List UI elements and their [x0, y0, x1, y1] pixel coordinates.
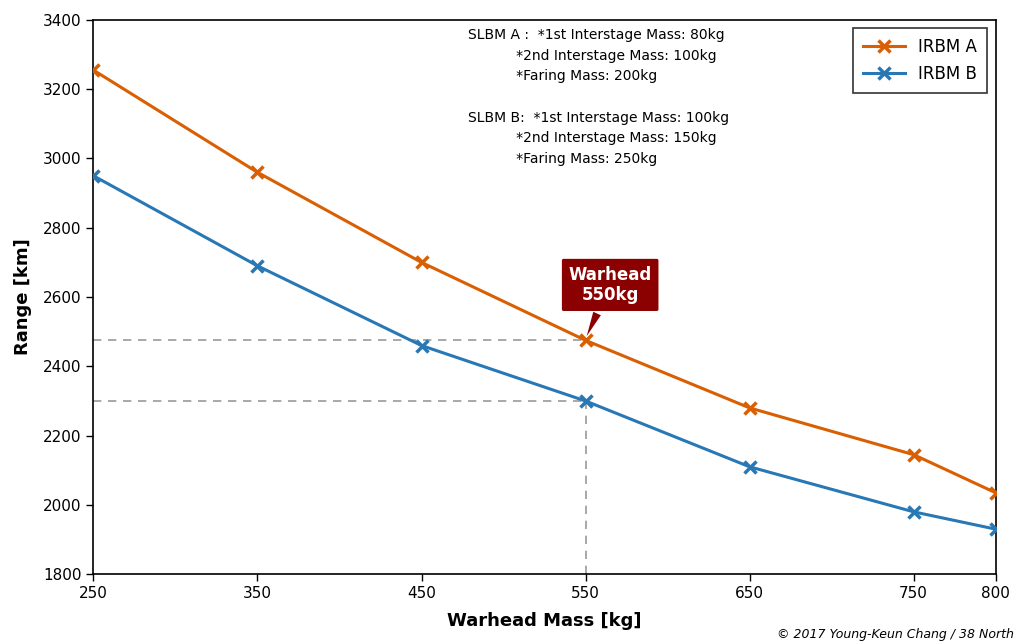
Text: © 2017 Young-Keun Chang / 38 North: © 2017 Young-Keun Chang / 38 North [777, 628, 1014, 641]
IRBM A [743, 404, 756, 412]
IRBM A [907, 451, 920, 459]
IRBM A [251, 169, 263, 176]
IRBM B [989, 526, 1001, 533]
IRBM A [87, 66, 99, 74]
Text: SLBM A :  *1st Interstage Mass: 80kg
           *2nd Interstage Mass: 100kg
    : SLBM A : *1st Interstage Mass: 80kg *2nd… [468, 28, 729, 166]
IRBM B [907, 508, 920, 516]
Legend: IRBM A, IRBM B: IRBM A, IRBM B [853, 28, 987, 93]
IRBM A [989, 489, 1001, 497]
IRBM B [416, 342, 428, 350]
Text: Warhead
550kg: Warhead 550kg [568, 265, 652, 336]
IRBM B [580, 397, 592, 405]
Y-axis label: Range [km]: Range [km] [14, 239, 32, 355]
IRBM B [743, 463, 756, 471]
Line: IRBM A: IRBM A [87, 64, 1001, 499]
IRBM B [251, 262, 263, 270]
Line: IRBM B: IRBM B [87, 169, 1001, 535]
X-axis label: Warhead Mass [kg]: Warhead Mass [kg] [447, 612, 642, 630]
IRBM B [87, 172, 99, 180]
IRBM A [580, 336, 592, 344]
IRBM A [416, 258, 428, 266]
